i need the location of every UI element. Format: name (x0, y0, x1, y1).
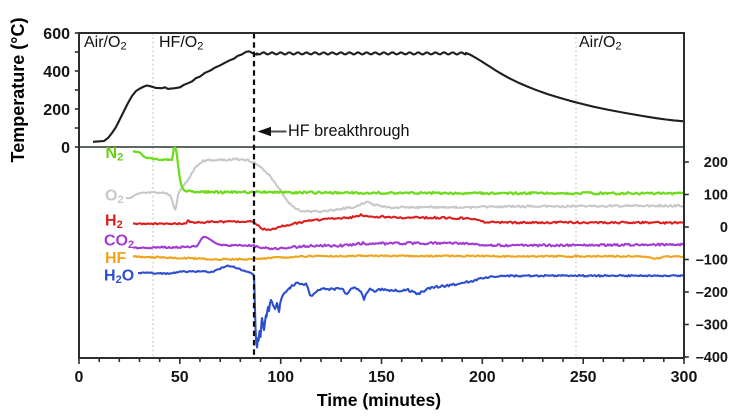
svg-text:0: 0 (75, 369, 84, 386)
svg-text:200: 200 (43, 102, 70, 119)
svg-text:Time (minutes): Time (minutes) (317, 390, 441, 410)
svg-text:0: 0 (720, 220, 728, 236)
svg-text:200: 200 (704, 155, 728, 171)
svg-text:600: 600 (43, 26, 70, 43)
svg-text:HF/O2: HF/O2 (159, 34, 203, 53)
svg-text:H2O: H2O (104, 268, 134, 287)
svg-text:Temperature (°C): Temperature (°C) (8, 18, 28, 163)
svg-text:300: 300 (671, 369, 698, 386)
svg-text:HF: HF (105, 250, 127, 267)
svg-text:–400: –400 (696, 350, 728, 366)
svg-text:–200: –200 (696, 285, 728, 301)
svg-text:400: 400 (43, 64, 70, 81)
svg-text:100: 100 (704, 188, 728, 204)
svg-text:100: 100 (267, 369, 294, 386)
svg-text:Air/O2: Air/O2 (84, 34, 127, 53)
svg-text:–100: –100 (696, 253, 728, 269)
svg-text:CO2: CO2 (104, 232, 134, 251)
svg-text:HF breakthrough: HF breakthrough (288, 122, 409, 140)
svg-text:150: 150 (368, 369, 395, 386)
svg-text:Air/O2: Air/O2 (579, 34, 622, 53)
svg-text:250: 250 (570, 369, 597, 386)
svg-text:200: 200 (469, 369, 496, 386)
svg-text:0: 0 (61, 140, 70, 157)
svg-text:–300: –300 (696, 318, 728, 334)
svg-text:50: 50 (171, 369, 189, 386)
